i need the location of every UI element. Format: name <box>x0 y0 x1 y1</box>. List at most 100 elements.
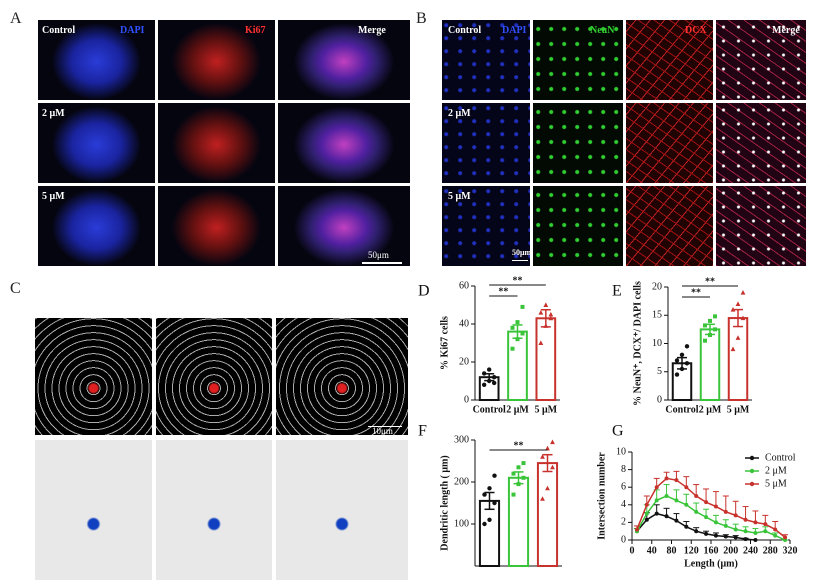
data-point <box>510 325 515 330</box>
x-tick-label: 120 <box>684 545 699 556</box>
data-point <box>510 346 515 351</box>
data-point <box>684 361 690 366</box>
scale-label: 10μm <box>372 426 393 436</box>
y-tick-label: 4 <box>621 499 626 510</box>
legend-label: 2 μM <box>765 465 787 476</box>
data-point <box>753 530 758 535</box>
y-axis-label: Intersection number <box>596 452 607 540</box>
data-point <box>634 527 639 532</box>
data-point <box>664 514 669 519</box>
legend-marker <box>749 455 755 461</box>
y-tick-label: 8 <box>621 464 626 475</box>
y-tick-label: 300 <box>454 434 469 445</box>
data-point <box>487 486 492 491</box>
header: DAPI <box>502 25 527 36</box>
header: Ki67 <box>245 25 266 36</box>
series-line <box>636 495 786 541</box>
header: Merge <box>358 25 386 36</box>
data-point <box>679 352 685 357</box>
row-label: 2 μM <box>448 108 471 119</box>
y-axis-label: % NeuN⁺, DCX⁺/ DAPI cells <box>632 281 643 406</box>
significance-label: ** <box>691 287 701 298</box>
micrograph <box>158 103 275 183</box>
data-point <box>703 338 707 343</box>
panel-letter: D <box>418 283 430 300</box>
legend-marker <box>749 468 755 474</box>
data-point <box>735 335 741 340</box>
data-point <box>713 327 717 332</box>
data-point <box>486 378 492 384</box>
x-tick-label: 280 <box>763 545 778 556</box>
panel-letter: E <box>612 283 622 300</box>
data-point <box>550 439 555 445</box>
data-point <box>481 382 487 387</box>
panel-letter: C <box>10 280 21 297</box>
y-axis-label: Dendritic length ( μm) <box>439 455 450 550</box>
data-point <box>516 465 521 470</box>
sholl-image <box>276 318 408 435</box>
sholl-image <box>35 318 152 435</box>
x-tick-label: 160 <box>704 545 719 556</box>
significance-label: ** <box>705 276 715 287</box>
data-point <box>482 521 487 527</box>
data-point <box>704 500 709 505</box>
data-point <box>538 340 544 345</box>
x-tick-label: Control <box>665 404 698 415</box>
scale-label: 50μm <box>512 248 532 257</box>
data-point <box>548 311 554 317</box>
x-tick-label: 2 μM <box>699 404 722 415</box>
header: NeuN <box>590 25 615 36</box>
scale-bar <box>512 260 528 261</box>
data-point <box>538 310 544 315</box>
data-point <box>543 323 549 328</box>
x-tick-label: 320 <box>783 545 798 556</box>
data-point <box>674 358 680 363</box>
micrograph <box>442 186 530 266</box>
y-tick-label: 100 <box>454 518 469 529</box>
data-point <box>708 333 712 338</box>
data-point <box>730 346 736 352</box>
data-point <box>511 492 516 497</box>
data-point <box>679 366 685 372</box>
data-point <box>773 527 778 532</box>
bar <box>727 317 749 402</box>
data-point <box>654 498 659 503</box>
micrograph <box>158 186 275 266</box>
y-tick-label: 6 <box>621 481 626 492</box>
data-point <box>491 375 497 380</box>
micrograph <box>278 186 410 266</box>
data-point <box>644 517 649 522</box>
data-point <box>515 320 520 325</box>
row-label: 2 μM <box>42 108 65 119</box>
micrograph <box>38 186 155 266</box>
y-tick-label: 2 <box>621 517 626 528</box>
micrograph <box>38 103 155 183</box>
y-tick-label: 60 <box>459 280 469 291</box>
legend-marker <box>749 481 755 487</box>
micrograph <box>442 20 530 100</box>
x-tick-label: 5 μM <box>727 404 750 415</box>
panel-letter: A <box>10 10 22 27</box>
data-point <box>743 517 748 522</box>
data-point <box>735 301 741 306</box>
series-line <box>636 477 786 538</box>
x-tick-label: 40 <box>647 545 657 556</box>
micrograph <box>278 103 410 183</box>
data-point <box>674 372 680 377</box>
data-point <box>487 517 492 522</box>
data-point <box>664 476 669 481</box>
row-label: 5 μM <box>448 191 471 202</box>
data-point <box>713 504 718 509</box>
data-point <box>684 524 689 529</box>
panel-letter: F <box>418 423 427 440</box>
micrograph <box>533 103 623 183</box>
panel-letter: B <box>416 10 427 27</box>
data-point <box>674 518 679 523</box>
micrograph <box>716 20 806 100</box>
trace-image <box>156 440 272 580</box>
data-point <box>481 371 487 376</box>
legend-label: 5 μM <box>765 478 787 489</box>
data-point <box>753 538 758 542</box>
data-point <box>743 537 748 542</box>
data-point <box>664 494 669 498</box>
